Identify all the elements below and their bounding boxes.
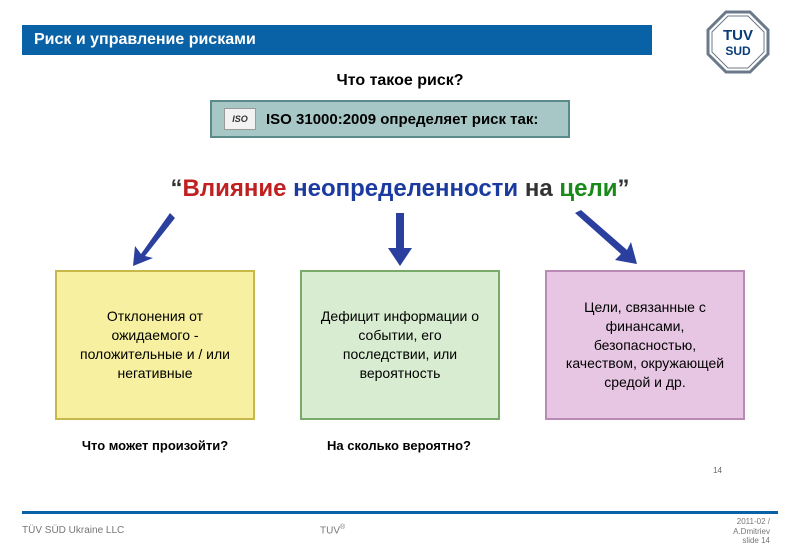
arrow-center (380, 208, 420, 268)
arrow-left (125, 208, 185, 268)
quote-word-uncertainty: неопределенности (293, 175, 518, 202)
card-text: Отклонения от ожидаемого - положительные… (69, 307, 241, 383)
footer-right: 2011-02 / A.Dmitriev slide 14 (733, 517, 770, 546)
footer-right-3: slide 14 (742, 536, 770, 545)
badge-line2: SUD (725, 44, 751, 58)
captions-row: Что может произойти? На сколько вероятно… (55, 438, 745, 453)
badge-line1: TUV (723, 27, 753, 44)
header-title: Риск и управление рисками (34, 31, 256, 49)
page-number: 14 (713, 466, 722, 475)
definition-quote: “Влияние неопределенности на цели” (0, 175, 800, 203)
card-goals: Цели, связанные с финансами, безопасност… (545, 270, 745, 420)
card-text: Цели, связанные с финансами, безопасност… (559, 298, 731, 392)
footer-line (22, 511, 778, 514)
footer-center: TUV® (320, 524, 345, 536)
footer-center-text: TUV (320, 525, 340, 536)
caption-what: Что может произойти? (55, 438, 255, 453)
arrows-container (0, 208, 800, 268)
quote-word-goals: цели (559, 175, 617, 202)
iso-definition-box: ISO ISO 31000:2009 определяет риск так: (210, 100, 570, 138)
footer-right-1: 2011-02 / (737, 517, 770, 526)
arrow-right (565, 208, 645, 268)
tuv-badge: TUV SUD (706, 10, 770, 74)
card-deficit: Дефицит информации о событии, его послед… (300, 270, 500, 420)
card-text: Дефицит информации о событии, его послед… (314, 307, 486, 383)
subtitle: Что такое риск? (0, 72, 800, 90)
quote-open: “ (171, 175, 183, 202)
footer-left: TÜV SÜD Ukraine LLC (22, 525, 124, 536)
quote-word-influence: Влияние (183, 175, 287, 202)
cards-row: Отклонения от ожидаемого - положительные… (55, 270, 745, 420)
header-bar: Риск и управление рисками (22, 25, 652, 55)
footer-right-2: A.Dmitriev (733, 527, 770, 536)
badge-octagon-icon: TUV SUD (706, 10, 770, 74)
card-deviations: Отклонения от ожидаемого - положительные… (55, 270, 255, 420)
caption-likelihood: На сколько вероятно? (299, 438, 499, 453)
quote-close: ” (617, 175, 629, 202)
quote-word-na: на (525, 175, 553, 202)
iso-icon: ISO (224, 108, 256, 130)
iso-text: ISO 31000:2009 определяет риск так: (266, 111, 538, 128)
